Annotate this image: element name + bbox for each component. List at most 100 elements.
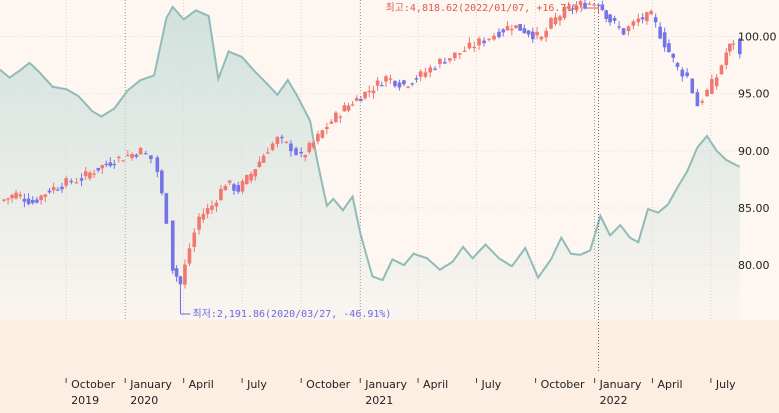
candle <box>14 189 18 200</box>
candle <box>653 13 658 28</box>
candle-body <box>558 16 562 21</box>
candle-body <box>227 180 232 183</box>
candle <box>316 130 320 145</box>
candle <box>155 155 160 178</box>
candle <box>719 64 724 76</box>
candle <box>223 184 228 191</box>
candle-body <box>636 18 641 23</box>
candle <box>467 37 472 50</box>
candle-body <box>393 80 397 87</box>
x-tick-year: 2020 <box>130 394 158 407</box>
candle-body <box>645 12 649 22</box>
x-tick-label: April <box>657 378 682 391</box>
candle <box>311 141 316 150</box>
candle <box>320 129 325 139</box>
candle <box>303 154 308 162</box>
candle <box>149 155 153 164</box>
candle-body <box>346 105 351 111</box>
candle <box>160 169 164 196</box>
candle-body <box>79 178 84 181</box>
candle <box>562 4 567 20</box>
candle <box>232 182 236 195</box>
candle-body <box>423 72 428 77</box>
candle-body <box>174 268 179 277</box>
candle-body <box>583 2 587 9</box>
candle-body <box>170 220 175 271</box>
candle <box>457 53 462 60</box>
candle-body <box>640 17 645 20</box>
candle-body <box>92 173 96 175</box>
candle <box>662 27 667 52</box>
candle <box>505 21 510 31</box>
candle-body <box>130 153 134 158</box>
candle <box>201 208 206 223</box>
candle <box>710 74 714 95</box>
candle <box>578 0 583 9</box>
candle-body <box>26 198 31 205</box>
candle-body <box>501 29 506 33</box>
candle <box>205 203 210 219</box>
candle-body <box>574 5 579 10</box>
candle <box>695 88 700 107</box>
candle <box>636 13 641 27</box>
candle-body <box>320 130 325 138</box>
candle-body <box>505 26 510 31</box>
candle-body <box>685 72 689 77</box>
candle <box>284 141 289 144</box>
x-tick-label: October <box>306 378 350 391</box>
candle-body <box>410 83 415 85</box>
candle <box>492 32 496 41</box>
candle <box>566 1 571 10</box>
y-tick-label: 95.00 <box>738 88 770 101</box>
candle <box>83 167 88 180</box>
area-series-fill <box>0 6 740 321</box>
candle <box>379 81 384 87</box>
candle-body <box>553 17 558 25</box>
candle <box>700 99 705 105</box>
candle <box>667 39 671 53</box>
candle-body <box>570 8 575 10</box>
candle-body <box>510 28 514 31</box>
candle <box>631 19 636 30</box>
candle-body <box>334 112 338 123</box>
candle-body <box>183 264 187 285</box>
candle <box>55 187 60 191</box>
candle <box>397 79 402 91</box>
candle <box>501 28 506 37</box>
candle <box>329 119 334 125</box>
candle <box>236 181 241 194</box>
candle-body <box>261 155 266 163</box>
candle <box>690 78 695 95</box>
candle-body <box>522 28 527 34</box>
candle <box>2 198 6 203</box>
candle-body <box>14 192 18 199</box>
candle <box>164 192 169 225</box>
candle-body <box>205 207 210 214</box>
candle-body <box>626 26 631 32</box>
candle <box>64 175 68 189</box>
y-tick-label: 85.00 <box>738 202 770 215</box>
candle <box>112 159 117 169</box>
candle <box>423 67 428 79</box>
candle-body <box>667 43 671 53</box>
candle <box>197 213 201 235</box>
candle <box>350 101 355 107</box>
candle <box>414 75 419 83</box>
candle <box>535 26 539 40</box>
candle <box>30 196 35 205</box>
candle-body <box>695 92 700 107</box>
candle-body <box>658 26 662 39</box>
candle <box>143 150 148 155</box>
candle-body <box>492 35 496 40</box>
candle-body <box>518 24 522 31</box>
candle <box>675 61 680 71</box>
candle <box>342 102 347 112</box>
candle <box>245 174 249 185</box>
candle-body <box>69 180 74 183</box>
candle-body <box>43 194 48 197</box>
candle <box>22 193 27 208</box>
candle-body <box>402 80 406 85</box>
candle <box>325 122 329 135</box>
candle-body <box>728 43 732 52</box>
